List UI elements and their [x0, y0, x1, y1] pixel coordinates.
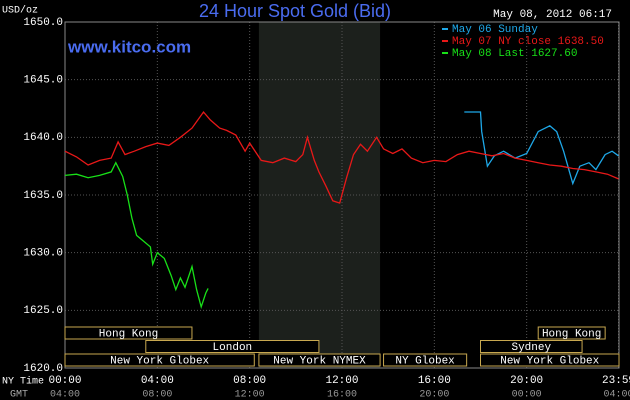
x2-tick-label: 16:00 [327, 390, 357, 400]
session-label: New York Globex [500, 355, 599, 367]
y-tick-label: 1620.0 [23, 363, 63, 375]
chart-title: 24 Hour Spot Gold (Bid) [199, 1, 391, 21]
x-tick-label: 12:00 [325, 375, 358, 387]
x-tick-label: 23:59 [602, 375, 630, 387]
y-tick-label: 1625.0 [23, 305, 63, 317]
x-tick-label: 16:00 [418, 375, 451, 387]
x2-tick-label: 20:00 [419, 390, 449, 400]
x2-tick-label: 04:00 [50, 390, 80, 400]
legend-label: May 06 Sunday [452, 24, 538, 36]
y-axis-label: USD/oz [2, 5, 38, 17]
x-tick-label: 20:00 [510, 375, 543, 387]
x-tick-label: 04:00 [141, 375, 174, 387]
session-bar [258, 353, 381, 367]
series-line [64, 110, 619, 204]
session-bar [480, 340, 583, 353]
legend-label: May 08 Last 1627.60 [452, 48, 577, 60]
x2-tick-label: 00:00 [512, 390, 542, 400]
session-bar [64, 326, 193, 340]
y-tick-label: 1645.0 [23, 75, 63, 87]
x2-axis-label: GMT [10, 390, 28, 400]
session-bar [64, 353, 255, 367]
y-tick-label: 1630.0 [23, 248, 63, 260]
legend-label: May 07 NY close 1638.50 [452, 36, 604, 48]
series-line [64, 161, 209, 310]
x-axis-label: NY Time [2, 376, 44, 388]
session-label: New York NYMEX [273, 355, 366, 367]
session-label: New York Globex [110, 355, 209, 367]
series-line [464, 111, 619, 186]
shaded-region [258, 22, 381, 368]
session-bar [383, 353, 468, 367]
x2-tick-label: 08:00 [142, 390, 172, 400]
x-tick-label: 00:00 [48, 375, 81, 387]
y-tick-label: 1635.0 [23, 190, 63, 202]
x2-tick-label: 12:00 [235, 390, 265, 400]
plot-frame [64, 21, 620, 369]
session-bar [480, 353, 620, 367]
x2-tick-label: 04:00 [604, 390, 630, 400]
session-bar [145, 340, 320, 353]
session-label: NY Globex [395, 355, 455, 367]
session-bar [537, 326, 606, 340]
y-tick-label: 1640.0 [23, 132, 63, 144]
x-tick-label: 08:00 [233, 375, 266, 387]
session-label: London [213, 342, 253, 354]
timestamp: May 08, 2012 06:17 [493, 9, 612, 21]
y-tick-label: 1650.0 [23, 17, 63, 29]
site-name: www.kitco.com [67, 37, 191, 56]
session-label: Hong Kong [542, 328, 601, 340]
session-label: Sydney [511, 342, 551, 354]
session-label: Hong Kong [99, 328, 158, 340]
